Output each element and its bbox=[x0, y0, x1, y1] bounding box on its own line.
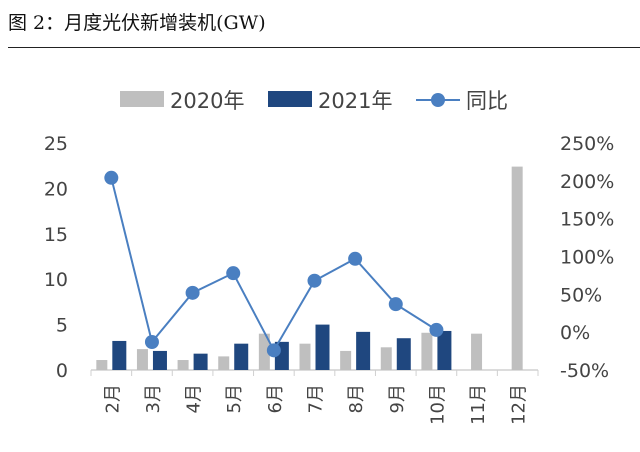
bar-2020年 bbox=[136, 349, 148, 370]
x-tick-label: 8月 bbox=[346, 384, 367, 413]
bar-2021年 bbox=[356, 331, 371, 370]
legend-label: 同比 bbox=[466, 89, 508, 113]
bar-2020年 bbox=[421, 332, 433, 370]
legend-label: 2020年 bbox=[170, 89, 244, 113]
x-tick-label: 4月 bbox=[184, 384, 205, 413]
y2-tick-label: 150% bbox=[560, 209, 614, 231]
x-tick-label: 7月 bbox=[306, 384, 327, 413]
y2-tick-label: 100% bbox=[560, 247, 614, 269]
bar-2020年 bbox=[340, 350, 352, 370]
point-同比 bbox=[307, 273, 322, 288]
bar-2020年 bbox=[177, 360, 189, 370]
bar-2020年 bbox=[258, 333, 270, 370]
x-tick-label: 2月 bbox=[102, 384, 123, 413]
x-tick-label: 12月 bbox=[509, 384, 530, 425]
point-同比 bbox=[226, 266, 241, 281]
legend-swatch bbox=[268, 91, 312, 107]
x-tick-label: 5月 bbox=[224, 384, 245, 413]
y-tick-label: 25 bbox=[44, 133, 68, 155]
line-同比 bbox=[110, 177, 437, 353]
bar-2021年 bbox=[234, 343, 249, 370]
y-tick-label: 15 bbox=[44, 224, 68, 246]
y2-tick-label: 0% bbox=[560, 322, 590, 344]
x-tick-label: 6月 bbox=[265, 384, 286, 413]
point-同比 bbox=[348, 251, 363, 266]
x-tick-label: 10月 bbox=[427, 384, 448, 425]
point-同比 bbox=[185, 285, 200, 300]
legend-marker bbox=[431, 93, 445, 107]
y2-tick-label: -50% bbox=[560, 360, 609, 382]
bar-2021年 bbox=[315, 324, 330, 370]
bar-2020年 bbox=[218, 356, 230, 370]
x-tick-label: 11月 bbox=[468, 384, 489, 425]
y-tick-label: 0 bbox=[56, 360, 68, 382]
bar-2020年 bbox=[299, 343, 311, 370]
y2-tick-label: 50% bbox=[560, 284, 602, 306]
bar-2020年 bbox=[511, 166, 523, 370]
y-tick-label: 10 bbox=[44, 269, 68, 291]
point-同比 bbox=[388, 297, 403, 312]
point-同比 bbox=[266, 343, 281, 358]
bar-2021年 bbox=[193, 353, 208, 370]
x-tick-label: 9月 bbox=[387, 384, 408, 413]
point-同比 bbox=[104, 170, 119, 185]
y-tick-label: 20 bbox=[44, 178, 68, 200]
title-rule bbox=[8, 47, 640, 48]
figure-title: 图 2：月度光伏新增装机(GW) bbox=[8, 12, 266, 34]
bar-2021年 bbox=[396, 338, 411, 370]
legend-label: 2021年 bbox=[318, 89, 392, 113]
x-tick-label: 3月 bbox=[143, 384, 164, 413]
legend-swatch bbox=[120, 91, 164, 107]
bar-2021年 bbox=[437, 330, 452, 370]
bar-2020年 bbox=[471, 333, 483, 370]
point-同比 bbox=[429, 322, 444, 337]
y2-tick-label: 250% bbox=[560, 133, 614, 155]
bar-2020年 bbox=[96, 360, 108, 370]
bar-2021年 bbox=[112, 340, 127, 370]
y-tick-label: 5 bbox=[56, 315, 68, 337]
y2-tick-label: 200% bbox=[560, 171, 614, 193]
point-同比 bbox=[144, 335, 159, 350]
bar-2020年 bbox=[380, 347, 392, 370]
bar-2021年 bbox=[152, 350, 167, 370]
